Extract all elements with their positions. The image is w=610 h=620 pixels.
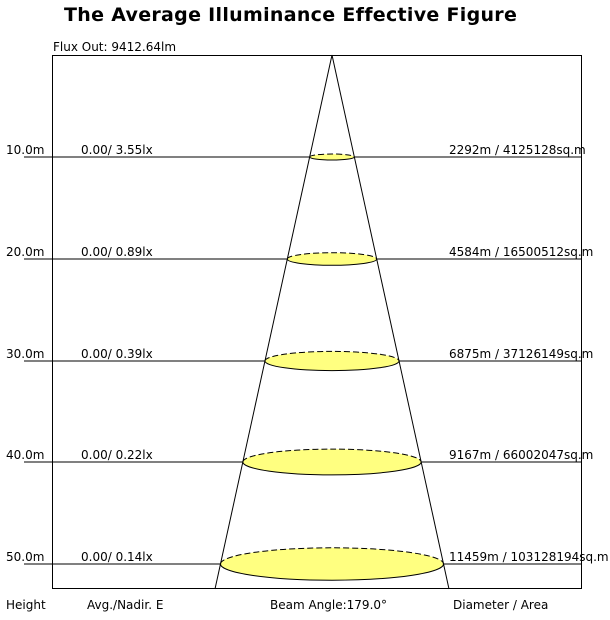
level-height-label: 30.0m: [6, 347, 45, 361]
diameter-area-column-label: Diameter / Area: [453, 598, 549, 612]
beam-edge-left: [214, 54, 333, 590]
level-illuminance-label: 0.00/ 3.55lx: [81, 143, 153, 157]
beam-edge-right: [331, 54, 450, 590]
level-diameter-area-label: 6875m / 37126149sq.m: [449, 347, 594, 361]
level-illuminance-label: 0.00/ 0.39lx: [81, 347, 153, 361]
light-spot-upper: [219, 547, 445, 565]
diagram-frame: [52, 55, 582, 589]
light-spot-lower: [219, 563, 445, 581]
beam-angle-label: Beam Angle:179.0°: [270, 598, 388, 612]
flux-out-label: Flux Out: 9412.64lm: [53, 40, 177, 54]
light-spot-lower: [309, 156, 355, 161]
level-diameter-area-label: 4584m / 16500512sq.m: [449, 245, 594, 259]
light-spot-lower: [264, 360, 400, 372]
level-height-label: 40.0m: [6, 448, 45, 462]
level-diameter-area-label: 2292m / 4125128sq.m: [449, 143, 586, 157]
illuminance-column-label: Avg./Nadir. E: [87, 598, 164, 612]
light-spot-lower: [242, 461, 422, 476]
level-height-label: 20.0m: [6, 245, 45, 259]
level-diameter-area-label: 9167m / 66002047sq.m: [449, 448, 594, 462]
level-height-label: 10.0m: [6, 143, 45, 157]
light-spot-upper: [286, 252, 378, 260]
level-illuminance-label: 0.00/ 0.22lx: [81, 448, 153, 462]
level-illuminance-label: 0.00/ 0.14lx: [81, 550, 153, 564]
light-spot-upper: [242, 448, 422, 463]
level-diameter-area-label: 11459m / 103128194sq.m: [449, 550, 609, 564]
light-spot-upper: [309, 153, 355, 158]
light-spot-upper: [264, 350, 400, 362]
level-height-label: 50.0m: [6, 550, 45, 564]
figure-title: The Average Illuminance Effective Figure: [64, 4, 518, 26]
height-column-label: Height: [6, 598, 46, 612]
light-spot-lower: [286, 258, 378, 266]
level-illuminance-label: 0.00/ 0.89lx: [81, 245, 153, 259]
